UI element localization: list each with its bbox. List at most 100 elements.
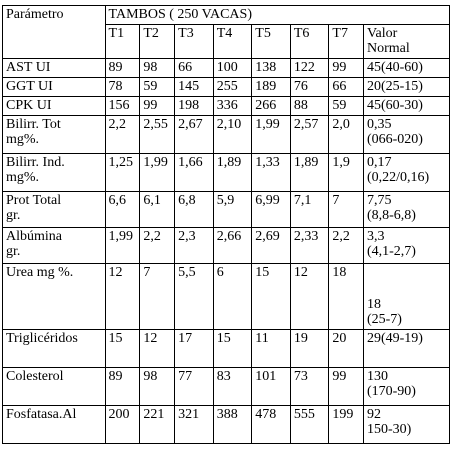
cell-t6: 76 — [289, 77, 330, 97]
cell-t5: 266 — [251, 96, 291, 116]
cell-t7: 2,0 — [328, 115, 364, 154]
cell-t7: 1,9 — [328, 153, 364, 192]
row-parameter: Triglicéridos — [2, 329, 106, 368]
table-row: Fosfatasa.Al 200 221 321 388 478 555 199 92 150-… — [2, 405, 450, 444]
cell-t5: 101 — [251, 367, 291, 406]
cell-t4: 6 — [212, 263, 253, 330]
header-col-t1: T1 — [104, 24, 141, 59]
header-col-t5: T5 — [251, 24, 291, 59]
cell-normal-value: 45(60-30) — [362, 96, 450, 116]
header-normal-value: Valor Normal — [362, 24, 450, 59]
row-parameter: CPK UI — [2, 96, 106, 116]
row-parameter: Colesterol — [2, 367, 106, 406]
cell-t4: 255 — [212, 77, 253, 97]
table-row: GGT UI 78 59 145 255 189 76 66 20(25-15) — [2, 77, 450, 97]
cell-t7: 66 — [328, 77, 364, 97]
cell-t7: 20 — [328, 329, 364, 368]
table-body: Parámetro TAMBOS ( 250 VACAS) T1 T2 T3 T4 T5… — [2, 5, 450, 444]
cell-t2: 99 — [139, 96, 176, 116]
cell-t3: 145 — [174, 77, 214, 97]
lab-results-table: Parámetro TAMBOS ( 250 VACAS) T1 T2 T3 T4 T5… — [2, 5, 450, 444]
cell-t3: 321 — [174, 405, 214, 444]
cell-t2: 221 — [139, 405, 176, 444]
cell-t1: 1,99 — [104, 227, 141, 264]
cell-t7: 59 — [328, 96, 364, 116]
cell-t5: 6,99 — [251, 191, 291, 228]
cell-t2: 1,99 — [139, 153, 176, 192]
cell-t7: 7 — [328, 191, 364, 228]
header-col-t6: T6 — [289, 24, 330, 59]
cell-t4: 1,89 — [212, 153, 253, 192]
cell-t7: 2,2 — [328, 227, 364, 264]
cell-t1: 2,2 — [104, 115, 141, 154]
cell-t6: 12 — [289, 263, 330, 330]
cell-t2: 59 — [139, 77, 176, 97]
header-col-t4: T4 — [212, 24, 253, 59]
header-parameter: Parámetro — [2, 5, 106, 59]
cell-t6: 19 — [289, 329, 330, 368]
cell-normal-value: 0,17 (0,22/0,16) — [362, 153, 450, 192]
cell-t6: 7,1 — [289, 191, 330, 228]
table-row: Prot Total gr. 6,6 6,1 6,8 5,9 6,99 7,1 7 7,75 (… — [2, 191, 450, 228]
cell-t3: 2,67 — [174, 115, 214, 154]
cell-t2: 2,55 — [139, 115, 176, 154]
cell-t4: 5,9 — [212, 191, 253, 228]
cell-t1: 15 — [104, 329, 141, 368]
cell-normal-value: 92 150-30) — [362, 405, 450, 444]
cell-normal-value: 18 (25-7) — [362, 263, 450, 330]
row-parameter: Albúmina gr. — [2, 227, 106, 264]
cell-t7: 199 — [328, 405, 364, 444]
cell-t3: 77 — [174, 367, 214, 406]
cell-t5: 11 — [251, 329, 291, 368]
cell-t3: 6,8 — [174, 191, 214, 228]
table-row: Bilirr. Tot mg%. 2,2 2,55 2,67 2,10 1,99 2,57 2… — [2, 115, 450, 154]
cell-t1: 156 — [104, 96, 141, 116]
table-row: Bilirr. Ind. mg%. 1,25 1,99 1,66 1,89 1,33 1,8… — [2, 153, 450, 192]
cell-t7: 99 — [328, 58, 364, 78]
table-row: Albúmina gr. 1,99 2,2 2,3 2,66 2,69 2,33 2,2 3,3… — [2, 227, 450, 264]
cell-t4: 2,66 — [212, 227, 253, 264]
cell-t2: 98 — [139, 58, 176, 78]
cell-normal-value: 7,75 (8,8-6,8) — [362, 191, 450, 228]
row-parameter: Prot Total gr. — [2, 191, 106, 228]
cell-t1: 89 — [104, 367, 141, 406]
row-parameter: Urea mg %. — [2, 263, 106, 330]
cell-t3: 66 — [174, 58, 214, 78]
cell-t1: 89 — [104, 58, 141, 78]
cell-t2: 2,2 — [139, 227, 176, 264]
cell-t3: 198 — [174, 96, 214, 116]
cell-t3: 2,3 — [174, 227, 214, 264]
cell-t6: 2,57 — [289, 115, 330, 154]
cell-t3: 1,66 — [174, 153, 214, 192]
cell-t4: 83 — [212, 367, 253, 406]
cell-t6: 2,33 — [289, 227, 330, 264]
row-parameter: Bilirr. Ind. mg%. — [2, 153, 106, 192]
cell-t2: 7 — [139, 263, 176, 330]
cell-t7: 18 — [328, 263, 364, 330]
cell-t5: 2,69 — [251, 227, 291, 264]
table-row: Triglicéridos 15 12 17 15 11 19 20 29(49-19) — [2, 329, 450, 368]
header-row-1: Parámetro TAMBOS ( 250 VACAS) — [2, 5, 450, 59]
cell-t4: 15 — [212, 329, 253, 368]
header-col-t2: T2 — [139, 24, 176, 59]
cell-t1: 78 — [104, 77, 141, 97]
cell-t5: 189 — [251, 77, 291, 97]
cell-t2: 98 — [139, 367, 176, 406]
cell-t7: 99 — [328, 367, 364, 406]
header-col-t7: T7 — [328, 24, 364, 59]
cell-t6: 88 — [289, 96, 330, 116]
header-row-2: T1 T2 T3 T4 T5 T6 T7 Valor Normal — [3, 24, 450, 59]
cell-t4: 336 — [212, 96, 253, 116]
row-parameter: GGT UI — [2, 77, 106, 97]
row-parameter: AST UI — [2, 58, 106, 78]
table-row: Urea mg %. 12 7 5,5 6 15 12 18 18 (25-7) — [2, 263, 450, 330]
table-row: Colesterol 89 98 77 83 101 73 99 130 (170-90) — [2, 367, 450, 406]
cell-t4: 2,10 — [212, 115, 253, 154]
cell-normal-value: 3,3 (4,1-2,7) — [362, 227, 450, 264]
cell-t5: 138 — [251, 58, 291, 78]
cell-t5: 478 — [251, 405, 291, 444]
cell-normal-value: 20(25-15) — [362, 77, 450, 97]
row-parameter: Bilirr. Tot mg%. — [2, 115, 106, 154]
cell-t5: 1,33 — [251, 153, 291, 192]
cell-t6: 122 — [289, 58, 330, 78]
